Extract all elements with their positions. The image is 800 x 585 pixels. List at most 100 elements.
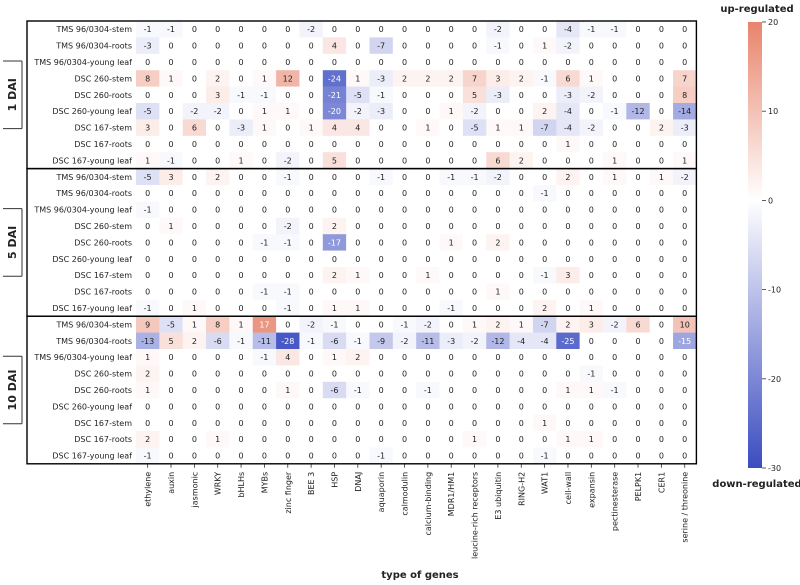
cell-value: 0 xyxy=(682,304,687,313)
heatmap-cell xyxy=(299,86,324,104)
cell-value: 0 xyxy=(168,271,173,280)
cell-value: 0 xyxy=(449,255,454,264)
cell-value: 0 xyxy=(145,189,150,198)
cell-value: 0 xyxy=(565,452,570,461)
heatmap-cell xyxy=(556,135,580,153)
cell-value: 0 xyxy=(215,25,220,34)
cell-value: 0 xyxy=(519,107,524,116)
cell-value: 3 xyxy=(565,271,570,280)
heatmap-cell xyxy=(649,414,674,432)
cell-value: 0 xyxy=(309,173,314,182)
cell-value: 0 xyxy=(215,255,220,264)
cell-value: -1 xyxy=(611,386,619,395)
heatmap-cell xyxy=(229,53,254,71)
heatmap-cell xyxy=(509,217,534,235)
cell-value: 0 xyxy=(332,419,337,428)
heatmap-cell xyxy=(392,168,417,186)
cell-value: 0 xyxy=(285,58,290,67)
heatmap-cell xyxy=(392,299,417,317)
cell-value: 0 xyxy=(168,288,173,297)
cell-value: 0 xyxy=(659,320,664,329)
heatmap-cell xyxy=(182,299,207,317)
cell-value: 0 xyxy=(519,402,524,411)
cell-value: 0 xyxy=(262,206,267,215)
heatmap-cell xyxy=(486,316,510,333)
colorbar-legend: up-regulated down-regulated 20 10 0 -10 -20 -… xyxy=(712,4,800,490)
heatmap-cell xyxy=(276,299,300,317)
cell-value: 3 xyxy=(145,124,150,133)
cell-value: 0 xyxy=(519,91,524,100)
cell-value: -12 xyxy=(631,107,644,116)
row-label: TMS 96/0304-stem xyxy=(55,25,132,34)
heatmap-cell xyxy=(532,332,557,350)
cell-value: 0 xyxy=(285,91,290,100)
heatmap-cell xyxy=(556,431,580,448)
cell-value: 0 xyxy=(472,222,477,231)
heatmap-cell xyxy=(159,381,183,399)
cell-value: 0 xyxy=(589,288,594,297)
heatmap-cell xyxy=(182,185,207,202)
heatmap-cell xyxy=(206,299,230,317)
cell-value: 0 xyxy=(239,222,244,231)
heatmap-cell xyxy=(159,103,183,120)
cell-value: 0 xyxy=(635,140,640,149)
heatmap-cell xyxy=(136,349,160,366)
colorbar-tick-label: -30 xyxy=(768,464,781,473)
cell-value: 0 xyxy=(168,386,173,395)
heatmap-cell xyxy=(439,86,464,104)
heatmap-cell xyxy=(136,447,160,465)
heatmap-cell xyxy=(346,201,370,219)
heatmap-cell xyxy=(182,70,207,87)
heatmap-cell xyxy=(392,185,417,202)
cell-value: 0 xyxy=(215,42,220,51)
cell-value: 2 xyxy=(215,74,220,83)
cell-value: 0 xyxy=(682,42,687,51)
heatmap-cell xyxy=(532,414,557,432)
heatmap-cell xyxy=(276,349,300,366)
cell-value: 0 xyxy=(379,353,384,362)
heatmap-cell xyxy=(229,267,254,284)
heatmap-cell xyxy=(159,414,183,432)
heatmap-cell xyxy=(276,21,300,38)
heatmap-cell xyxy=(486,70,510,87)
heatmap-cell xyxy=(276,37,300,55)
cell-value: 0 xyxy=(402,452,407,461)
heatmap-cell xyxy=(206,185,230,202)
cell-value: 0 xyxy=(145,288,150,297)
heatmap-cell xyxy=(229,234,254,251)
cell-value: 0 xyxy=(379,124,384,133)
heatmap-cell xyxy=(299,119,324,137)
heatmap-cell xyxy=(579,103,604,120)
cell-value: 0 xyxy=(285,42,290,51)
cell-value: 0 xyxy=(425,419,430,428)
cell-value: -2 xyxy=(587,91,595,100)
cell-value: 0 xyxy=(355,140,360,149)
heatmap-cell xyxy=(182,447,207,465)
heatmap-cell xyxy=(416,431,440,448)
heatmap-cell xyxy=(182,267,207,284)
heatmap-cell xyxy=(603,185,627,202)
heatmap-cell xyxy=(392,152,417,169)
heatmap-cell xyxy=(649,185,674,202)
heatmap-cell xyxy=(532,447,557,465)
cell-value: 0 xyxy=(659,304,664,313)
heatmap-cell xyxy=(673,103,697,120)
heatmap-cell xyxy=(182,37,207,55)
heatmap-cell xyxy=(299,152,324,169)
row-label: TMS 96/0304-stem xyxy=(55,173,132,182)
cell-value: -1 xyxy=(401,320,409,329)
cell-value: 0 xyxy=(612,353,617,362)
cell-value: -1 xyxy=(377,452,385,461)
cell-value: 0 xyxy=(239,189,244,198)
cell-value: 0 xyxy=(379,386,384,395)
heatmap-cell xyxy=(346,447,370,465)
heatmap-cell xyxy=(369,431,394,448)
heatmap-cell xyxy=(556,349,580,366)
cell-value: 0 xyxy=(519,370,524,379)
cell-value: 0 xyxy=(425,304,430,313)
heatmap-cell xyxy=(322,217,347,235)
heatmap-cell xyxy=(462,135,487,153)
heatmap-cell xyxy=(136,135,160,153)
heatmap-cell xyxy=(159,135,183,153)
heatmap-cell xyxy=(229,316,254,333)
